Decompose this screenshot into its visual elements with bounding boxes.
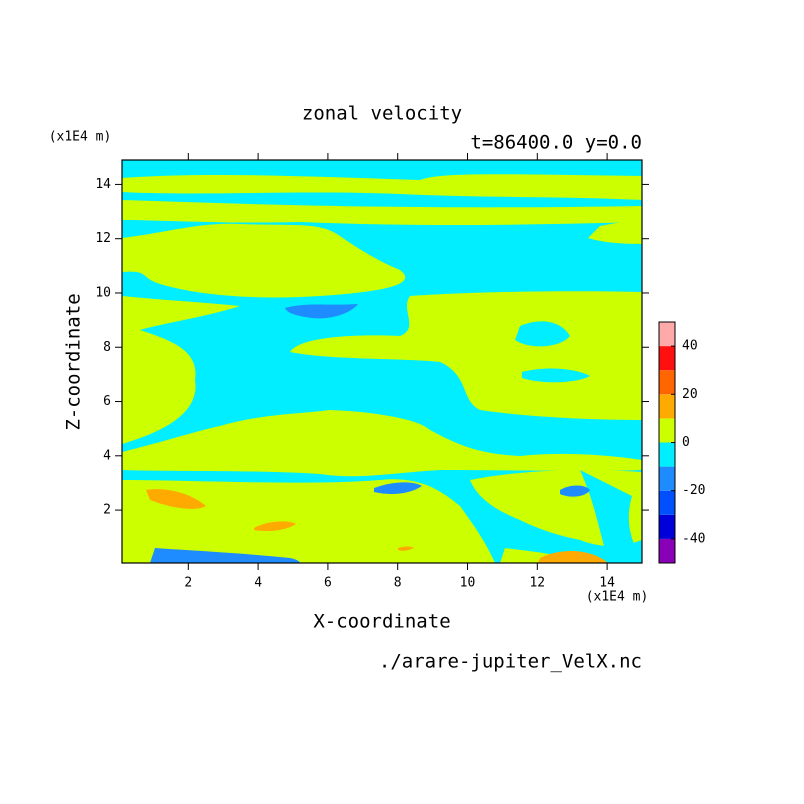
contour-region [522,368,590,383]
colorbar-band [659,394,675,419]
contour-region [398,546,414,551]
x-axis-label: X-coordinate [313,611,450,633]
x-tick-label: 12 [529,576,545,591]
contour-region [285,304,358,319]
contour-region [122,174,642,200]
contour-region [150,548,300,563]
y-tick-label: 8 [103,340,111,355]
contour-region [588,221,642,244]
y-unit: (x1E4 m) [49,130,112,145]
colorbar-band [659,514,675,539]
colorbar-tick-label: -40 [682,531,705,546]
colorbar-tick-label: 0 [682,435,690,450]
colorbar-band [659,466,675,491]
contour-region [560,485,590,497]
colorbar-band [659,370,675,395]
source-label: ./arare-jupiter_VelX.nc [379,651,642,673]
colorbar-tick-label: -20 [682,483,705,498]
contour-region [580,470,642,563]
chart-title: zonal velocity [302,103,462,125]
y-tick-label: 12 [95,231,111,246]
colorbar-band [659,322,675,347]
x-unit: (x1E4 m) [586,590,649,605]
colorbar-band [659,346,675,371]
colorbar-band [659,538,675,563]
contour-region [515,321,570,347]
contour-region [122,200,642,225]
contour-region [122,479,495,563]
contour-region [374,482,422,494]
colorbar-tick-label: 40 [682,339,698,354]
plot-frame [121,159,643,564]
contour-region [146,489,206,509]
colorbar-band [659,490,675,515]
x-tick-label: 10 [460,576,476,591]
contour-region [122,296,240,444]
x-tick-label: 14 [599,576,615,591]
colorbar-band [659,442,675,467]
colorbar-tick-label: 20 [682,387,698,402]
y-axis-label: Z-coordinate [63,293,85,430]
x-tick-label: 6 [324,576,332,591]
y-tick-label: 6 [103,394,111,409]
colorbar-band [659,418,675,443]
contour-region [122,410,642,477]
contour-region [538,551,608,563]
y-tick-label: 4 [103,448,111,463]
contour-region [254,521,296,532]
contour-field [122,160,642,563]
x-tick-label: 8 [394,576,402,591]
y-tick-label: 10 [95,285,111,300]
contour-region [122,223,406,298]
y-tick-label: 2 [103,503,111,518]
y-tick-label: 14 [95,177,111,192]
x-tick-label: 2 [184,576,192,591]
chart-subtitle: t=86400.0 y=0.0 [470,132,642,154]
x-tick-label: 4 [254,576,262,591]
